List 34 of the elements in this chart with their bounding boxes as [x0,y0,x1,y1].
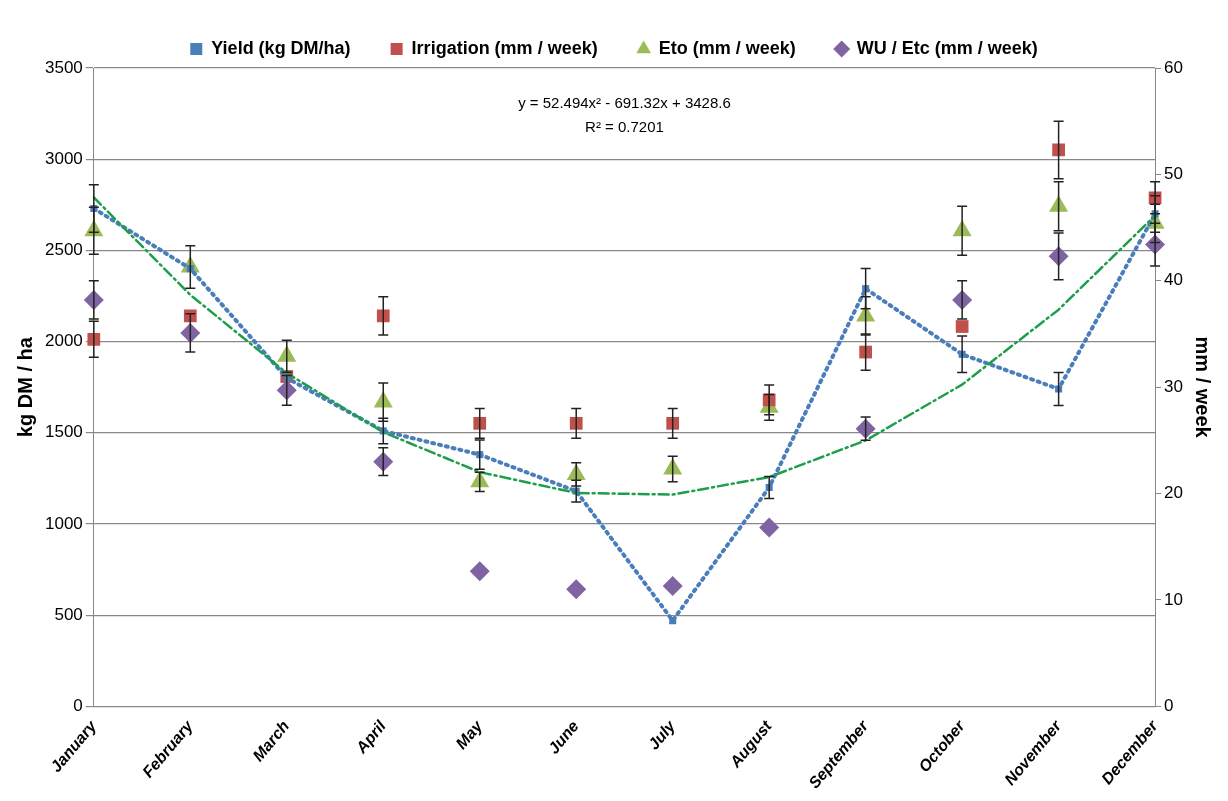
y-tick-label: 3000 [44,148,83,168]
point [662,576,683,597]
legend-label: Eto (mm / week) [658,37,796,58]
point [1048,246,1069,267]
y2-axis-title: mm / week [1192,336,1215,439]
y-tick-label: 1000 [44,513,83,533]
point [473,416,487,430]
annotation: R² = 0.7201 [585,117,664,135]
point [373,451,394,472]
point [669,617,677,625]
y2-tick-label: 30 [1164,376,1184,396]
point [566,579,587,600]
y2-tick-label: 50 [1164,164,1184,184]
y-tick-label: 0 [73,696,83,715]
annotation: y = 52.494x² - 691.32x + 3428.6 [518,93,731,111]
y2-tick-label: 10 [1164,589,1184,609]
legend-label: Yield (kg DM/ha) [211,37,351,58]
y-axis-title: kg DM / ha [13,336,36,438]
y2-tick-label: 60 [1164,57,1184,77]
y2-tick-label: 40 [1164,270,1184,290]
point [469,561,490,582]
y-tick-label: 2000 [44,331,83,351]
y-tick-label: 1500 [44,422,83,442]
y-tick-label: 2500 [44,240,83,260]
point [180,322,201,343]
point [955,320,969,333]
y-tick-label: 3500 [44,57,83,77]
y2-tick-label: 0 [1164,696,1174,715]
y-tick-label: 500 [54,604,83,624]
point [759,517,780,538]
point [666,416,680,430]
legend-label: Irrigation (mm / week) [411,37,598,58]
y2-tick-label: 20 [1164,483,1184,503]
legend-label: WU / Etc (mm / week) [856,37,1038,58]
